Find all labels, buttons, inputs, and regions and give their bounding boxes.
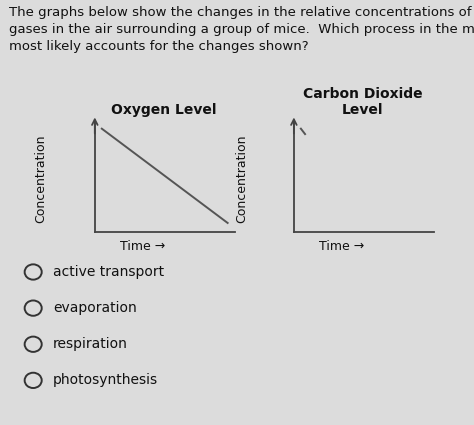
Text: Carbon Dioxide
Level: Carbon Dioxide Level xyxy=(303,87,422,117)
Text: Oxygen Level: Oxygen Level xyxy=(111,103,216,117)
Text: The graphs below show the changes in the relative concentrations of two
gases in: The graphs below show the changes in the… xyxy=(9,6,474,54)
Text: Time →: Time → xyxy=(119,240,165,253)
Text: active transport: active transport xyxy=(53,265,164,279)
Text: Time →: Time → xyxy=(319,240,364,253)
Text: respiration: respiration xyxy=(53,337,128,351)
Text: Concentration: Concentration xyxy=(34,134,47,223)
Text: evaporation: evaporation xyxy=(53,301,137,315)
Text: photosynthesis: photosynthesis xyxy=(53,374,158,387)
Text: Concentration: Concentration xyxy=(235,134,248,223)
